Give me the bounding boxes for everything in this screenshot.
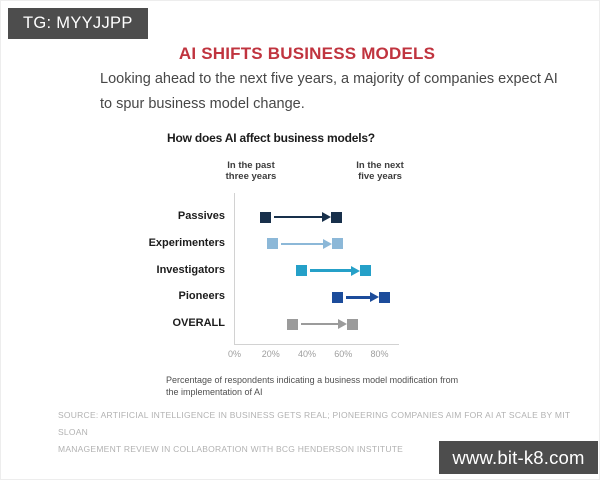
y-axis-line [234, 193, 235, 345]
arrow-head-icon [323, 238, 333, 249]
past-marker [296, 265, 308, 276]
category-label: OVERALL [172, 317, 225, 329]
arrow-head-icon [321, 212, 331, 222]
x-tick-label: 20% [261, 349, 280, 359]
plot-area: In the past three years In the next five… [60, 150, 480, 380]
next-marker [379, 291, 391, 303]
source-note: SOURCE: ARTIFICIAL INTELLIGENCE IN BUSIN… [58, 410, 571, 454]
arrow-head-icon [337, 319, 347, 329]
arrow-line [301, 322, 338, 326]
x-tick-label: 80% [370, 349, 389, 359]
chart-question-label: How does AI affect business models? [167, 131, 375, 145]
category-label: Experimenters [148, 236, 225, 249]
arrow-line [281, 242, 324, 245]
column-header-next: In the next five years [356, 160, 404, 182]
past-marker [287, 318, 298, 330]
chart-main-title: AI SHIFTS BUSINESS MODELS [178, 44, 436, 63]
x-axis-line [234, 344, 399, 345]
category-label: Passives [177, 210, 225, 222]
next-marker [359, 265, 371, 276]
arrow-line [346, 296, 371, 299]
x-tick-label: 60% [334, 349, 353, 359]
next-marker [332, 238, 344, 250]
chart-subtitle: Looking ahead to the next five years, a … [100, 71, 558, 112]
x-tick-label: 40% [297, 349, 316, 359]
next-marker [346, 318, 358, 330]
next-marker [330, 211, 342, 223]
past-marker [259, 211, 271, 223]
past-marker [267, 238, 279, 250]
telegram-watermark-badge: TG: MYYJJPP [8, 8, 148, 39]
arrow-line [273, 215, 322, 219]
category-label: Pioneers [178, 290, 225, 303]
x-tick-label: 0% [227, 349, 241, 359]
category-label: Investigators [156, 263, 225, 276]
past-marker [332, 291, 344, 303]
column-header-past: In the past three years [225, 160, 277, 182]
arrow-head-icon [350, 265, 360, 276]
arrow-line [310, 269, 351, 272]
arrow-head-icon [370, 292, 380, 303]
chart-footnote: Percentage of respondents indicating a b… [166, 375, 459, 397]
website-watermark-badge: www.bit-k8.com [439, 441, 598, 474]
